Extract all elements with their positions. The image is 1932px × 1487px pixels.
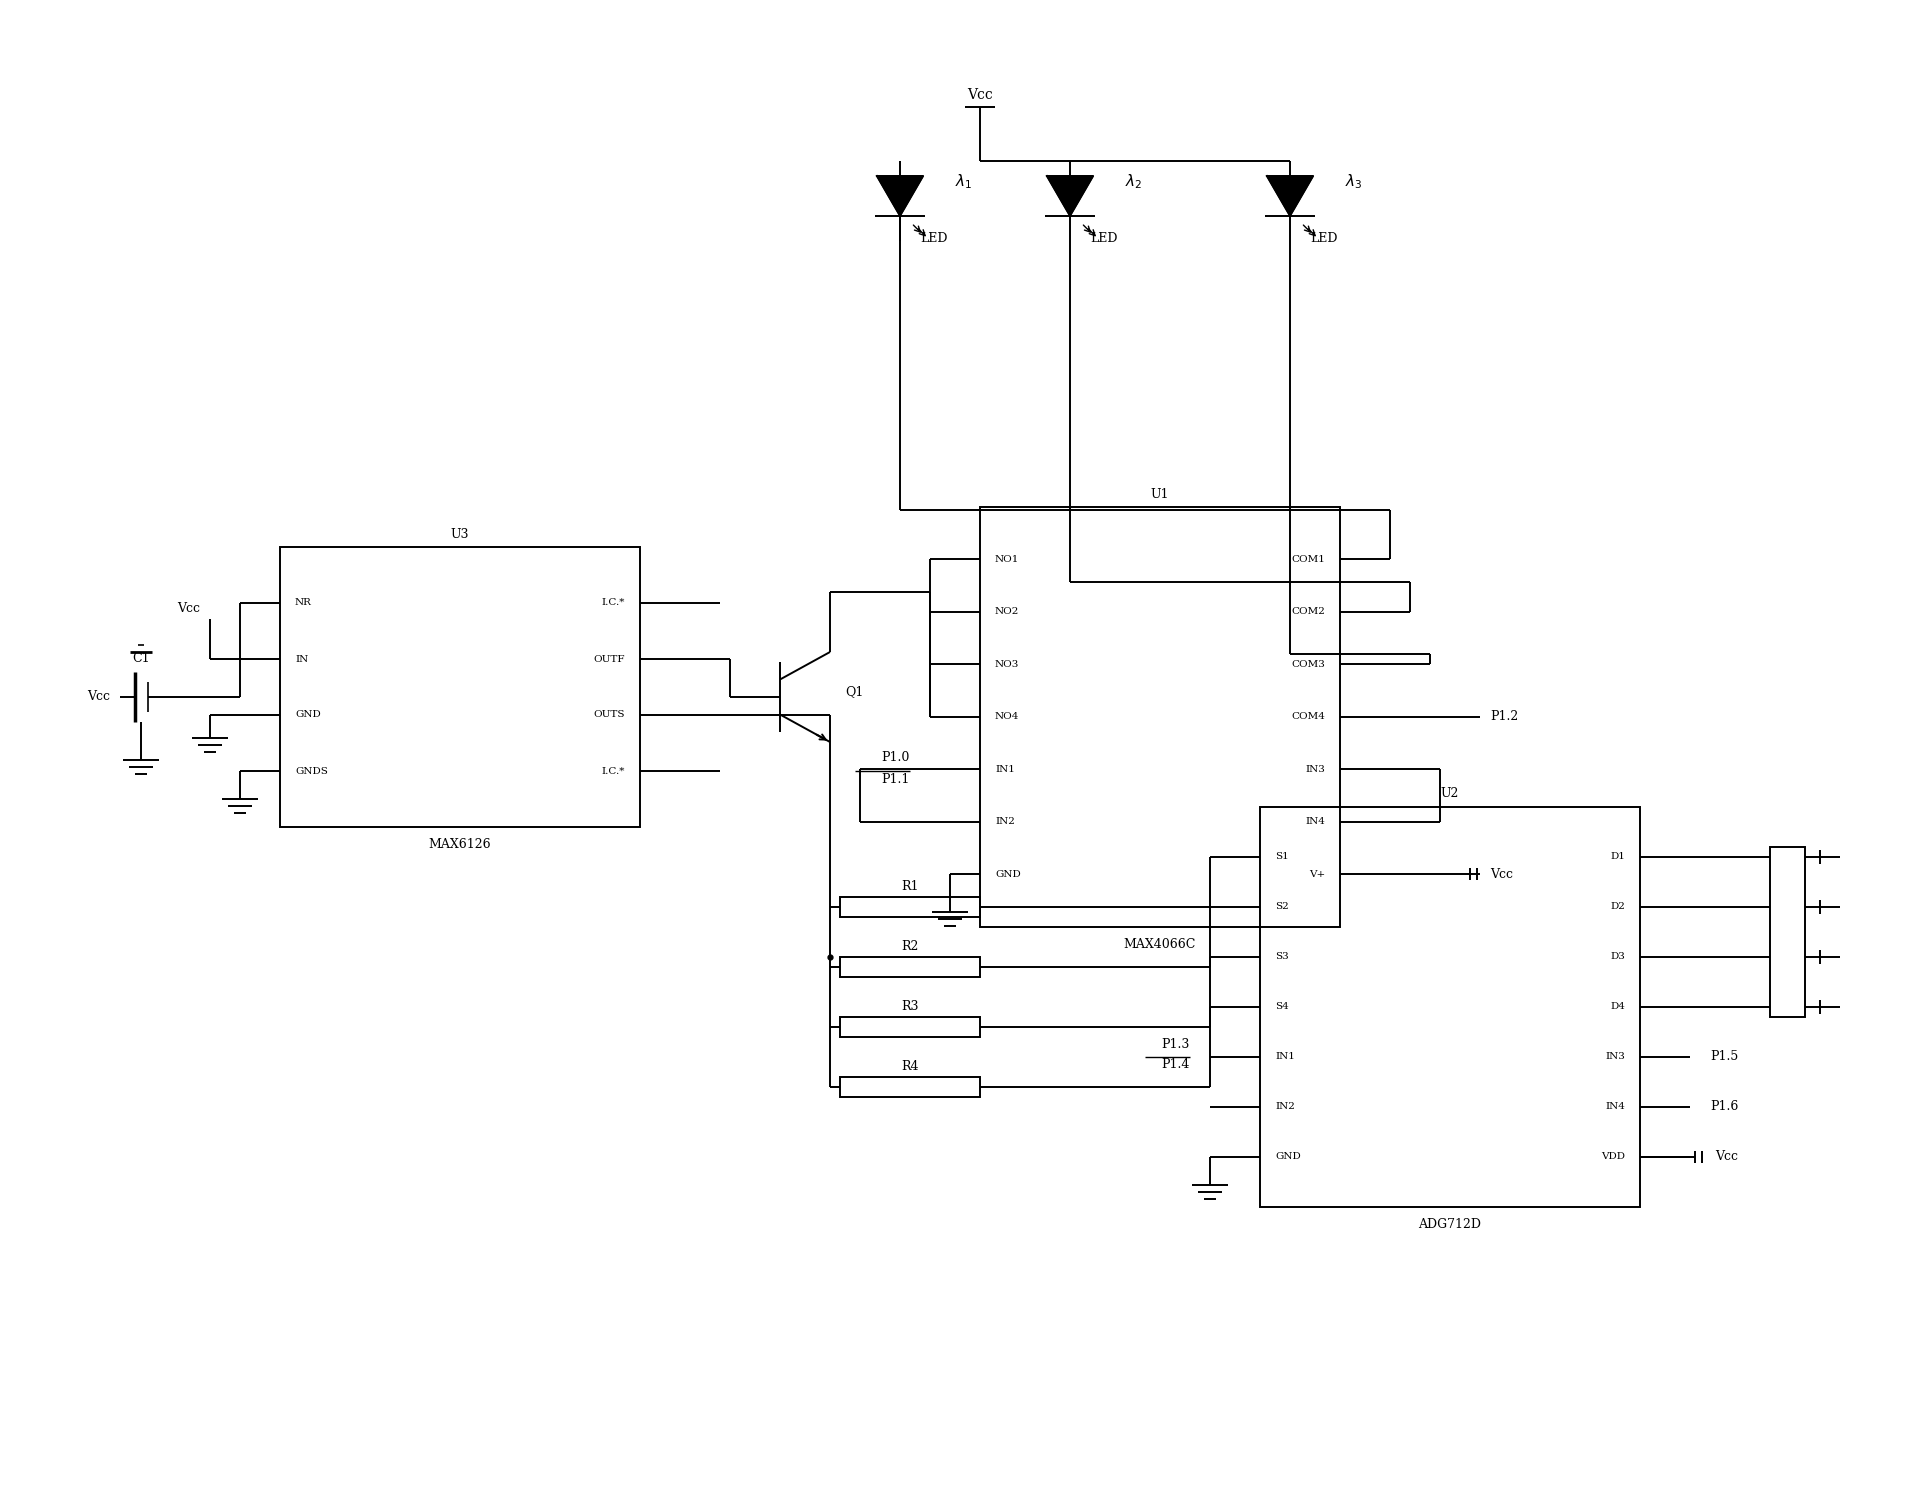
Text: VDD: VDD	[1600, 1152, 1625, 1161]
Text: D3: D3	[1609, 953, 1625, 962]
Bar	[280, 547, 639, 827]
Polygon shape	[877, 175, 923, 216]
Text: ADG712D: ADG712D	[1418, 1218, 1480, 1231]
Text: COM2: COM2	[1291, 608, 1323, 617]
Text: C1: C1	[131, 653, 151, 666]
Text: D1: D1	[1609, 852, 1625, 861]
Polygon shape	[1047, 175, 1092, 216]
Text: U1: U1	[1150, 488, 1169, 501]
Text: MAX6126: MAX6126	[429, 839, 491, 852]
Text: IN: IN	[296, 654, 307, 663]
Polygon shape	[1265, 175, 1312, 216]
Text: IN2: IN2	[1275, 1102, 1294, 1111]
Text: S2: S2	[1275, 903, 1289, 912]
Text: I.C.*: I.C.*	[601, 598, 624, 608]
Text: P1.2: P1.2	[1490, 711, 1517, 724]
Text: P1.1: P1.1	[881, 773, 910, 787]
Text: P1.5: P1.5	[1710, 1050, 1737, 1063]
Text: $\lambda_2$: $\lambda_2$	[1124, 172, 1142, 192]
Bar	[840, 1077, 980, 1097]
Text: NO3: NO3	[995, 660, 1018, 669]
Text: IN4: IN4	[1304, 818, 1323, 827]
Text: LED: LED	[1310, 232, 1337, 245]
Text: Vcc: Vcc	[1714, 1151, 1737, 1163]
Text: MAX4066C: MAX4066C	[1122, 938, 1196, 952]
Text: COM3: COM3	[1291, 660, 1323, 669]
Text: S3: S3	[1275, 953, 1289, 962]
Text: P1.0: P1.0	[881, 751, 910, 764]
Text: IN4: IN4	[1604, 1102, 1625, 1111]
Text: IN1: IN1	[995, 764, 1014, 775]
Text: LED: LED	[1090, 232, 1117, 245]
Text: P1.3: P1.3	[1161, 1038, 1190, 1051]
Bar	[840, 1017, 980, 1036]
Text: S1: S1	[1275, 852, 1289, 861]
Text: Vcc: Vcc	[178, 602, 199, 616]
Text: I.C.*: I.C.*	[601, 766, 624, 776]
Text: IN1: IN1	[1275, 1053, 1294, 1062]
Text: S4: S4	[1275, 1002, 1289, 1011]
Text: IN3: IN3	[1304, 764, 1323, 775]
Text: R4: R4	[900, 1060, 918, 1074]
Text: Q1: Q1	[844, 686, 864, 699]
Text: Vcc: Vcc	[87, 690, 110, 703]
Text: OUTS: OUTS	[593, 711, 624, 720]
Text: $\lambda_1$: $\lambda_1$	[954, 172, 972, 192]
Text: IN2: IN2	[995, 818, 1014, 827]
Text: NR: NR	[296, 598, 311, 608]
Text: GND: GND	[1275, 1152, 1300, 1161]
Text: Vcc: Vcc	[966, 88, 993, 103]
Text: Vcc: Vcc	[1490, 868, 1513, 880]
Text: COM1: COM1	[1291, 555, 1323, 564]
Text: IN3: IN3	[1604, 1053, 1625, 1062]
Text: $\lambda_3$: $\lambda_3$	[1345, 172, 1362, 192]
Text: U2: U2	[1439, 788, 1459, 800]
Bar	[1260, 807, 1638, 1207]
Text: OUTF: OUTF	[593, 654, 624, 663]
Text: R3: R3	[900, 1001, 918, 1014]
Text: R2: R2	[900, 940, 918, 953]
Text: GND: GND	[296, 711, 321, 720]
Text: NO2: NO2	[995, 608, 1018, 617]
Text: V+: V+	[1308, 870, 1323, 879]
Bar	[980, 507, 1339, 926]
Text: P1.4: P1.4	[1161, 1059, 1190, 1072]
Text: LED: LED	[920, 232, 947, 245]
Text: D4: D4	[1609, 1002, 1625, 1011]
Text: D2: D2	[1609, 903, 1625, 912]
Bar	[1770, 848, 1804, 1017]
Text: P1.6: P1.6	[1710, 1100, 1737, 1114]
Bar	[840, 958, 980, 977]
Text: NO1: NO1	[995, 555, 1018, 564]
Bar	[840, 897, 980, 917]
Text: R1: R1	[900, 880, 918, 894]
Text: U3: U3	[450, 528, 469, 540]
Text: COM4: COM4	[1291, 712, 1323, 721]
Text: GND: GND	[995, 870, 1020, 879]
Text: GNDS: GNDS	[296, 766, 328, 776]
Text: NO4: NO4	[995, 712, 1018, 721]
